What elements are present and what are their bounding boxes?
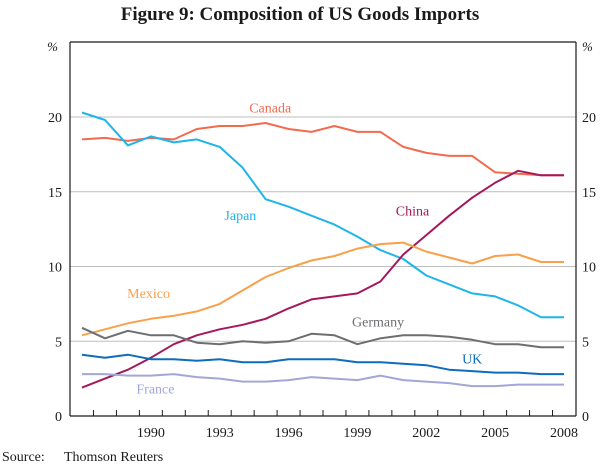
source-label: Source: <box>2 450 45 465</box>
y-tick-label-right: 15 <box>582 186 596 201</box>
chart-title: Figure 9: Composition of US Goods Import… <box>120 4 480 25</box>
gridlines <box>70 116 576 342</box>
x-tick-label: 2002 <box>412 426 440 441</box>
series-lines <box>81 111 564 389</box>
series-line-uk <box>81 353 564 376</box>
series-label-japan: Japan <box>224 209 256 224</box>
series-labels: Canada Japan China Mexico Germany UK France <box>127 102 482 398</box>
y-tick-label-left: 15 <box>48 186 62 201</box>
y-axis-unit-right: % <box>582 39 593 54</box>
y-tick-label-left: 0 <box>55 410 62 425</box>
series-line-japan <box>81 111 564 319</box>
series-line-mexico <box>81 241 564 337</box>
series-label-mexico: Mexico <box>127 287 170 302</box>
series-label-china: China <box>396 205 430 220</box>
y-tick-label-right: 5 <box>582 335 589 350</box>
x-tick-label: 1999 <box>343 426 371 441</box>
x-tick-label: 2008 <box>550 426 578 441</box>
x-tick-label: 2005 <box>481 426 509 441</box>
y-axis-unit-left: % <box>47 39 58 54</box>
x-tick-label: 1990 <box>137 426 165 441</box>
y-tick-label-left: 10 <box>48 261 62 276</box>
x-tick-label: 1996 <box>275 426 303 441</box>
tick-labels: 0 0 5 5 10 10 15 15 20 20% % 1990 1993 1996 1999 2002 20… <box>47 39 596 441</box>
series-line-france <box>82 373 564 388</box>
series-label-canada: Canada <box>249 102 292 117</box>
series-line-china <box>81 169 564 389</box>
series-line-germany <box>81 326 564 349</box>
series-label-uk: UK <box>462 353 482 368</box>
series-label-france: France <box>136 383 174 398</box>
y-tick-label-right: 0 <box>582 410 589 425</box>
source-note: Source: Thomson Reuters <box>2 450 163 466</box>
x-tick-label: 1993 <box>206 426 234 441</box>
series-label-germany: Germany <box>352 315 404 330</box>
y-tick-label-right: 20 <box>582 111 596 126</box>
series-line-canada <box>81 122 564 177</box>
y-tick-label-right: 10 <box>582 261 596 276</box>
axes <box>69 41 577 417</box>
y-tick-label-left: 5 <box>55 335 62 350</box>
source-value: Thomson Reuters <box>64 450 164 465</box>
y-tick-label-left: 20 <box>48 111 62 126</box>
